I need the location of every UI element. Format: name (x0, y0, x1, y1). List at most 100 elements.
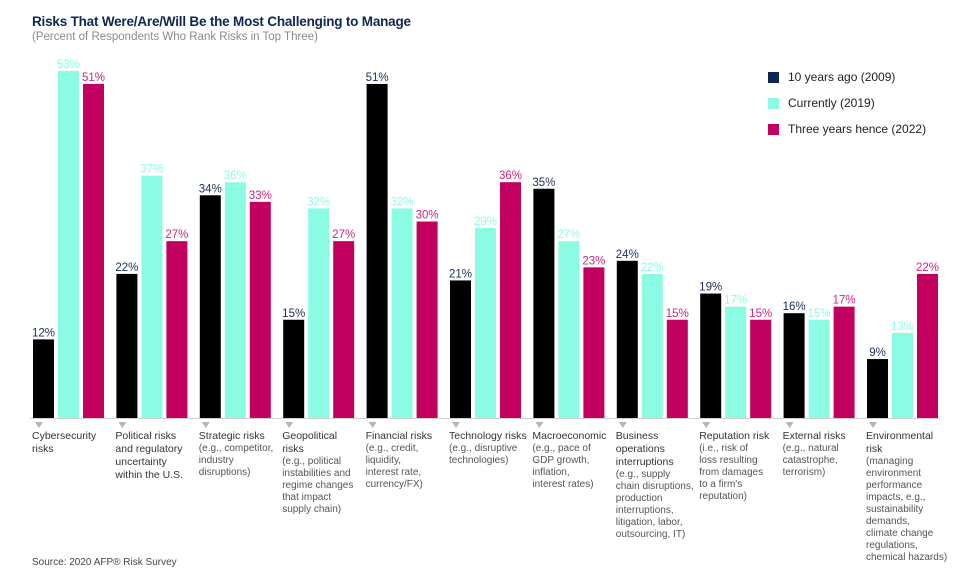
bar-2019 (892, 332, 913, 418)
legend-swatch-2019 (768, 97, 779, 109)
category-label-main: Financial risks (365, 430, 433, 442)
bar-2009 (867, 359, 888, 418)
bar-2019 (224, 182, 246, 418)
bar-2009 (450, 280, 471, 418)
data-label: 22% (641, 262, 664, 274)
data-label: 36% (499, 170, 522, 182)
category-label-main: Technology risks (449, 430, 527, 442)
category-label: Macroeconomic (e.g., pace of GDP growth,… (532, 430, 614, 491)
legend-swatch-2022 (768, 123, 779, 135)
category-label-detail: (e.g., disruptive technologies) (449, 443, 518, 466)
data-label: 29% (474, 216, 497, 228)
bar-2019 (641, 273, 663, 418)
data-label: 35% (532, 177, 555, 189)
data-label: 15% (749, 308, 772, 320)
data-label: 33% (249, 190, 272, 202)
bar-2019 (308, 208, 330, 418)
category-marker-icon (285, 422, 294, 428)
data-label: 32% (391, 196, 414, 208)
category-label-detail: (e.g., supply chain disruptions, product… (615, 469, 694, 540)
category-label: Financial risks (e.g., credit, liquidity… (366, 430, 448, 491)
category-label-detail: (e.g., credit, liquidity, interest rate,… (365, 443, 423, 490)
category-label: Technology risks (e.g., disruptive techn… (449, 430, 531, 467)
bar-2019 (808, 319, 830, 418)
bar-2009 (783, 313, 805, 418)
bar-2022 (83, 83, 104, 418)
category-marker-icon (118, 422, 127, 428)
category-label-main: Macroeconomic (532, 430, 607, 442)
category-label: Cybersecurity risks (32, 430, 114, 456)
bar-2019 (391, 208, 413, 418)
legend-item-2022: Three years hence (2022) (768, 116, 926, 142)
bar-2019 (141, 175, 163, 418)
bar-2019 (558, 241, 580, 418)
category-label-main: Environmental risk (866, 430, 934, 455)
data-label: 12% (32, 327, 55, 339)
source-note: Source: 2020 AFP® Risk Survey (32, 557, 177, 568)
bar-2019 (58, 70, 79, 418)
data-label: 51% (366, 72, 389, 84)
data-label: 17% (724, 295, 747, 307)
data-label: 15% (282, 308, 305, 320)
bar-2022 (666, 319, 688, 418)
category-label-main: Cybersecurity risks (32, 430, 97, 455)
category-label: Political risks and regulatory uncertain… (115, 430, 197, 482)
legend-swatch-2009 (768, 71, 779, 83)
bar-2022 (166, 241, 188, 418)
data-label: 15% (808, 308, 831, 320)
bar-2022 (583, 267, 605, 418)
data-label: 23% (582, 255, 605, 267)
bar-2009 (533, 188, 555, 418)
bar-2009 (33, 339, 54, 418)
category-label: Strategic risks (e.g., competitor, indus… (199, 430, 281, 479)
category-label-main: Strategic risks (198, 430, 265, 442)
category-label-detail: (e.g., political instabilities and regim… (282, 456, 354, 515)
category-marker-icon (702, 422, 711, 428)
data-label: 24% (616, 249, 639, 261)
bar-2019 (475, 228, 496, 418)
category-label: Geopolitical risks (e.g., political inst… (282, 430, 364, 516)
data-label: 15% (666, 308, 689, 320)
data-label: 22% (916, 262, 939, 274)
category-marker-icon (535, 422, 544, 428)
data-label: 13% (891, 321, 914, 333)
legend-label-2009: 10 years ago (2009) (788, 70, 896, 84)
bar-2022 (750, 319, 772, 418)
chart-title: Risks That Were/Are/Will Be the Most Cha… (32, 14, 411, 29)
category-label-main: Reputation risk (699, 430, 770, 442)
category-label-main: Political risks and regulatory uncertain… (115, 430, 184, 481)
category-label-detail: (i.e., risk of loss resulting from damag… (699, 443, 764, 502)
data-label: 9% (869, 347, 886, 359)
category-marker-icon (869, 422, 877, 428)
category-label-main: Business operations interruptions (615, 430, 674, 468)
data-label: 19% (699, 282, 722, 294)
bar-2019 (725, 306, 747, 418)
legend-label-2022: Three years hence (2022) (788, 122, 927, 136)
category-marker-icon (452, 422, 460, 428)
data-label: 34% (199, 183, 222, 195)
data-label: 16% (783, 301, 806, 313)
category-label: Environmental risk (managing environment… (866, 430, 948, 564)
category-label-detail: (e.g., pace of GDP growth, inflation, in… (532, 443, 594, 490)
data-label: 32% (307, 196, 330, 208)
data-label: 30% (416, 210, 439, 222)
data-label: 36% (224, 170, 247, 182)
data-label: 17% (833, 295, 856, 307)
category-marker-icon (368, 422, 377, 428)
category-label-main: Geopolitical risks (282, 430, 338, 455)
legend-item-2019: Currently (2019) (768, 90, 926, 116)
category-label-detail: (managing environment performance impact… (866, 456, 948, 563)
data-label: 21% (449, 268, 472, 280)
category-marker-icon (618, 422, 627, 428)
legend-item-2009: 10 years ago (2009) (768, 64, 926, 90)
category-label: External risks (e.g., natural catastroph… (783, 430, 865, 479)
chart-subtitle: (Percent of Respondents Who Rank Risks i… (32, 31, 318, 43)
data-label: 37% (140, 164, 163, 176)
bar-2009 (700, 293, 722, 418)
bar-2009 (283, 319, 305, 418)
category-marker-icon (201, 422, 210, 428)
bar-2022 (833, 306, 855, 418)
bar-2022 (500, 182, 521, 418)
bar-2009 (616, 260, 638, 418)
